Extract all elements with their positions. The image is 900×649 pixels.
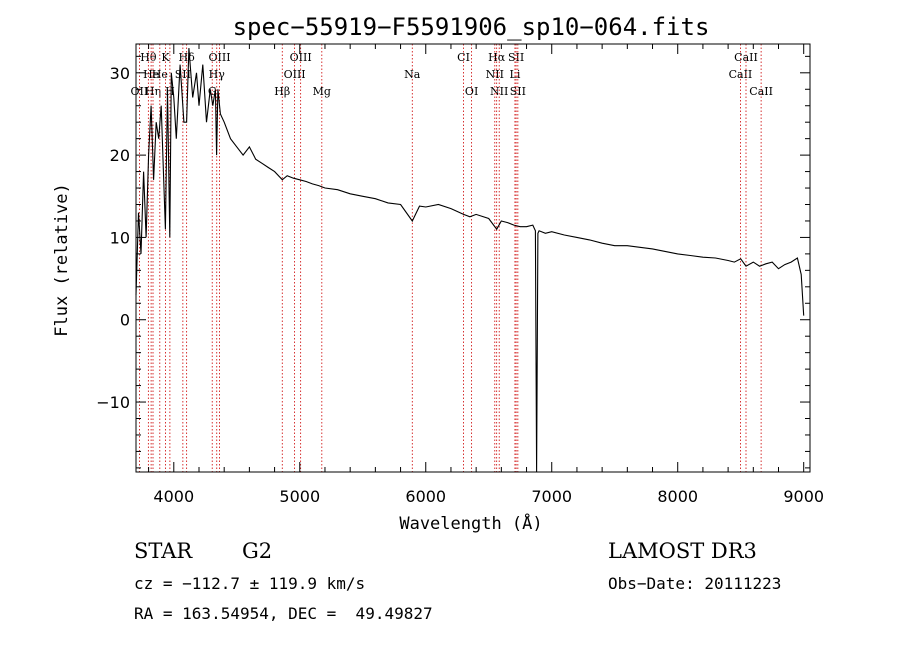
spectral-line-label: Li	[510, 68, 521, 81]
x-tick-label: 4000	[153, 487, 194, 506]
x-tick-label: 9000	[783, 487, 824, 506]
spectral-line-label: He	[152, 68, 168, 81]
x-axis: 4000 5000 6000 7000 8000 9000	[148, 44, 824, 506]
object-class: STAR	[134, 539, 193, 563]
x-tick-label: 6000	[405, 487, 446, 506]
spectral-line-label: OIII	[208, 51, 230, 64]
spectral-line-label: OIII	[290, 51, 312, 64]
y-tick-label: 30	[110, 64, 130, 83]
spectral-line-label: G	[208, 85, 217, 98]
ra-dec-coordinates: RA = 163.54954, DEC = 49.49827	[134, 604, 433, 623]
spectral-line-label: CaII	[729, 68, 753, 81]
x-tick-label: 7000	[531, 487, 572, 506]
y-axis-label: Flux (relative)	[52, 183, 72, 337]
redshift-velocity: cz = −112.7 ± 119.9 km/s	[134, 574, 366, 593]
spectral-line-label: SII	[175, 68, 191, 81]
spectrum-series	[135, 48, 805, 473]
spectrum-line	[135, 48, 805, 473]
spectral-line-label: H	[165, 85, 175, 98]
spectral-line-label: CaII	[749, 85, 773, 98]
x-tick-label: 8000	[657, 487, 698, 506]
spectral-line-label: SII	[508, 51, 524, 64]
spectral-line-label: Mg	[313, 85, 331, 98]
spectral-line-label: NII	[486, 68, 504, 81]
spectral-line-label: CaII	[734, 51, 758, 64]
observation-date: Obs−Date: 20111223	[608, 574, 782, 593]
y-axis: −10 0 10 20 30	[96, 55, 810, 469]
spectral-line-label: Hδ	[179, 51, 196, 64]
y-tick-label: 0	[120, 311, 130, 330]
spectral-line-label: OI	[465, 85, 478, 98]
spectral-line-label: CI	[457, 51, 470, 64]
x-axis-label: Wavelength (Å)	[399, 512, 542, 534]
spectral-line-label: Hγ	[209, 68, 226, 81]
spectral-line-label: Na	[404, 68, 421, 81]
x-tick-label: 5000	[279, 487, 320, 506]
spectral-line-label: Hα	[488, 51, 506, 64]
chart-title: spec−55919−F5591906_sp10−064.fits	[233, 13, 710, 41]
spectral-line-label: SII	[510, 85, 526, 98]
survey-name: LAMOST DR3	[608, 539, 757, 563]
spectral-line-label: OIII	[284, 68, 306, 81]
plot-frame	[135, 43, 811, 473]
spectral-line-label: NII	[490, 85, 508, 98]
spectral-line-label: Hθ	[140, 51, 157, 64]
spectral-line-label: Hβ	[274, 85, 290, 98]
spectral-line-label: OII	[131, 85, 149, 98]
spectral-line-label: Hη	[145, 85, 161, 98]
spectral-line-label: K	[161, 51, 170, 64]
y-tick-label: 20	[110, 146, 130, 165]
object-subclass: G2	[242, 539, 273, 563]
y-tick-label: −10	[96, 393, 130, 412]
y-tick-label: 10	[110, 228, 130, 247]
spectral-line-label: He	[143, 68, 159, 81]
